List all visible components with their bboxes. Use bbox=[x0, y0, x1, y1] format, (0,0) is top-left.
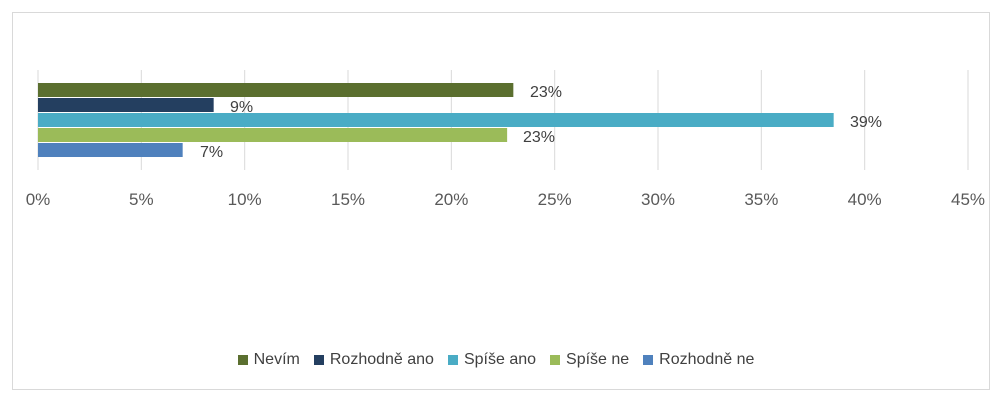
bar-nevím bbox=[38, 83, 514, 97]
bar-rozhodně-ne bbox=[38, 143, 183, 157]
legend-item: Spíše ano bbox=[447, 351, 537, 369]
legend-item: Rozhodně ne bbox=[643, 351, 754, 369]
x-tick-label: 25% bbox=[538, 190, 572, 209]
legend-item: Rozhodně ano bbox=[313, 351, 434, 369]
x-tick-label: 35% bbox=[744, 190, 778, 209]
x-tick-label: 45% bbox=[951, 190, 985, 209]
legend: Nevím Rozhodně ano Spíše ano Spíše ne Rozhod… bbox=[0, 351, 992, 369]
legend-item: Nevím bbox=[237, 351, 300, 369]
bar-rozhodně-ano bbox=[38, 98, 214, 112]
x-tick-label: 15% bbox=[331, 190, 365, 209]
data-label: 7% bbox=[200, 144, 223, 161]
legend-swatch bbox=[237, 355, 248, 365]
x-tick-label: 10% bbox=[228, 190, 262, 209]
legend-swatch bbox=[550, 355, 561, 365]
legend-swatch bbox=[447, 355, 458, 365]
legend-label: Rozhodně ne bbox=[659, 351, 755, 368]
x-tick-label: 5% bbox=[129, 190, 154, 209]
data-label: 23% bbox=[530, 84, 562, 101]
x-tick-label: 0% bbox=[26, 190, 51, 209]
data-label: 23% bbox=[523, 129, 555, 146]
chart-frame bbox=[12, 12, 990, 390]
x-tick-label: 20% bbox=[434, 190, 468, 209]
bar-spíše-ano bbox=[38, 113, 834, 127]
legend-label: Spíše ne bbox=[566, 351, 630, 368]
bar-spíše-ne bbox=[38, 128, 508, 142]
legend-swatch bbox=[643, 355, 654, 365]
data-label: 9% bbox=[230, 99, 253, 116]
legend-label: Nevím bbox=[253, 351, 300, 368]
legend-item: Spíše ne bbox=[550, 351, 629, 369]
x-tick-label: 40% bbox=[848, 190, 882, 209]
legend-label: Spíše ano bbox=[463, 351, 537, 368]
legend-swatch bbox=[313, 355, 324, 365]
legend-label: Rozhodně ano bbox=[329, 351, 434, 368]
data-label: 39% bbox=[850, 114, 882, 131]
x-tick-label: 30% bbox=[641, 190, 675, 209]
